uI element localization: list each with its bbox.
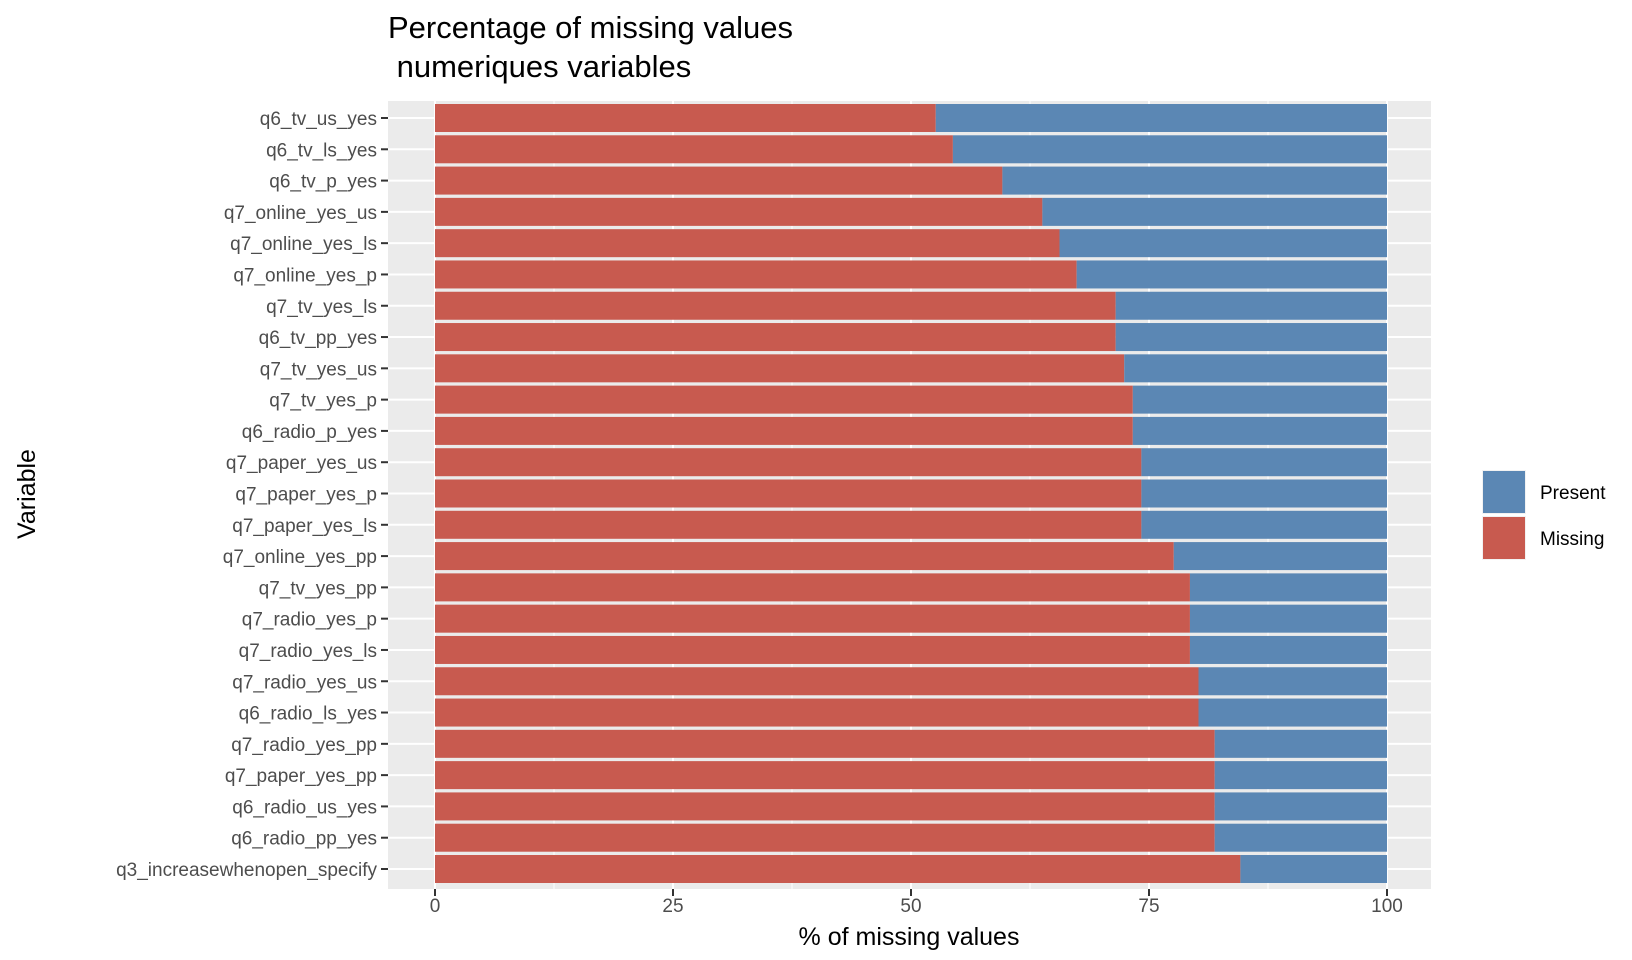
bar-present-q6_radio_pp_yes bbox=[1214, 823, 1387, 852]
y-tick-label: q7_tv_yes_pp bbox=[259, 578, 377, 599]
bar-present-q7_online_yes_pp bbox=[1173, 542, 1387, 571]
y-tick-label: q7_paper_yes_ls bbox=[232, 516, 377, 537]
y-tick-label: q7_tv_yes_p bbox=[269, 391, 377, 412]
bar-missing-q6_radio_p_yes bbox=[435, 416, 1133, 445]
y-tick-label: q6_radio_ls_yes bbox=[239, 704, 377, 725]
x-axis: 0 25 50 75 100 bbox=[430, 889, 1403, 917]
y-tick-label: q7_online_yes_us bbox=[224, 203, 377, 224]
y-tick-label: q7_paper_yes_p bbox=[235, 485, 377, 506]
bar-missing-q6_tv_p_yes bbox=[435, 166, 1003, 195]
bars bbox=[435, 104, 1387, 883]
x-axis-title: % of missing values bbox=[799, 923, 1020, 951]
bar-present-q7_tv_yes_ls bbox=[1115, 291, 1387, 320]
y-tick-label: q7_online_yes_pp bbox=[223, 547, 377, 568]
bar-present-q7_tv_yes_pp bbox=[1189, 573, 1387, 602]
y-tick-label: q6_tv_ls_yes bbox=[266, 140, 377, 161]
bar-missing-q3_increasewhenopen_specify bbox=[435, 855, 1241, 883]
bar-present-q7_tv_yes_p bbox=[1132, 385, 1387, 414]
bar-missing-q7_paper_yes_us bbox=[435, 448, 1142, 477]
x-tick-label: 100 bbox=[1371, 896, 1403, 917]
y-tick-label: q7_online_yes_ls bbox=[230, 234, 377, 255]
x-tick-label: 0 bbox=[430, 896, 441, 917]
bar-missing-q7_radio_yes_us bbox=[435, 667, 1199, 696]
y-tick-label: q7_tv_yes_ls bbox=[266, 297, 377, 318]
y-tick-label: q6_tv_p_yes bbox=[269, 172, 377, 193]
y-tick-label: q6_tv_us_yes bbox=[260, 109, 377, 130]
legend: Present Missing bbox=[1482, 470, 1606, 560]
legend-label-present: Present bbox=[1540, 483, 1606, 504]
y-axis: q6_tv_us_yes q6_tv_ls_yes q6_tv_p_yes q7_on… bbox=[116, 109, 388, 881]
bar-missing-q7_tv_yes_p bbox=[435, 385, 1133, 414]
legend-key-missing bbox=[1483, 517, 1525, 559]
bar-missing-q6_tv_ls_yes bbox=[435, 135, 953, 164]
bar-missing-q7_radio_yes_ls bbox=[435, 635, 1190, 664]
bar-present-q7_paper_yes_us bbox=[1141, 448, 1387, 477]
bar-missing-q7_paper_yes_ls bbox=[435, 510, 1142, 539]
y-tick-label: q3_increasewhenopen_specify bbox=[116, 860, 377, 881]
bar-present-q7_tv_yes_us bbox=[1124, 354, 1387, 383]
bar-missing-q7_online_yes_p bbox=[435, 260, 1077, 289]
legend-label-missing: Missing bbox=[1540, 529, 1604, 550]
bar-missing-q6_tv_us_yes bbox=[435, 104, 936, 132]
bar-present-q7_online_yes_p bbox=[1076, 260, 1387, 289]
bar-missing-q6_radio_ls_yes bbox=[435, 698, 1199, 727]
bar-present-q6_tv_pp_yes bbox=[1115, 323, 1387, 352]
x-tick-label: 75 bbox=[1138, 896, 1159, 917]
bar-missing-q7_radio_yes_pp bbox=[435, 729, 1215, 758]
y-tick-label: q6_radio_p_yes bbox=[242, 422, 377, 443]
x-tick-label: 25 bbox=[662, 896, 683, 917]
bar-missing-q7_paper_yes_p bbox=[435, 479, 1142, 508]
y-tick-label: q7_paper_yes_us bbox=[226, 453, 377, 474]
bar-missing-q7_online_yes_pp bbox=[435, 542, 1174, 571]
bar-missing-q7_online_yes_us bbox=[435, 197, 1043, 226]
bar-missing-q6_radio_pp_yes bbox=[435, 823, 1215, 852]
bar-present-q7_radio_yes_us bbox=[1198, 667, 1387, 696]
bar-present-q7_radio_yes_pp bbox=[1214, 729, 1387, 758]
y-tick-label: q6_radio_pp_yes bbox=[231, 829, 377, 850]
x-tick-label: 50 bbox=[900, 896, 921, 917]
y-tick-label: q6_tv_pp_yes bbox=[259, 328, 377, 349]
bar-missing-q6_tv_pp_yes bbox=[435, 323, 1116, 352]
bar-present-q6_radio_us_yes bbox=[1214, 792, 1387, 821]
bar-present-q3_increasewhenopen_specify bbox=[1240, 855, 1387, 883]
y-tick-label: q7_paper_yes_pp bbox=[225, 766, 377, 787]
bar-present-q6_radio_p_yes bbox=[1132, 416, 1387, 445]
y-tick-label: q6_radio_us_yes bbox=[232, 797, 377, 818]
legend-key-present bbox=[1483, 471, 1525, 513]
bar-missing-q7_paper_yes_pp bbox=[435, 761, 1215, 790]
bar-present-q7_radio_yes_ls bbox=[1189, 635, 1387, 664]
bar-present-q7_radio_yes_p bbox=[1189, 604, 1387, 633]
bar-present-q6_radio_ls_yes bbox=[1198, 698, 1387, 727]
bar-missing-q7_tv_yes_pp bbox=[435, 573, 1190, 602]
bar-missing-q6_radio_us_yes bbox=[435, 792, 1215, 821]
y-tick-label: q7_tv_yes_us bbox=[260, 359, 377, 380]
bar-present-q6_tv_us_yes bbox=[935, 104, 1387, 132]
bar-missing-q7_tv_yes_ls bbox=[435, 291, 1116, 320]
chart-title-line-2: numeriques variables bbox=[388, 49, 691, 84]
bar-present-q7_paper_yes_pp bbox=[1214, 761, 1387, 790]
bar-present-q7_online_yes_ls bbox=[1059, 229, 1387, 258]
bar-present-q7_paper_yes_p bbox=[1141, 479, 1387, 508]
bar-missing-q7_tv_yes_us bbox=[435, 354, 1125, 383]
bar-present-q6_tv_p_yes bbox=[1002, 166, 1387, 195]
bar-missing-q7_online_yes_ls bbox=[435, 229, 1060, 258]
bar-present-q6_tv_ls_yes bbox=[952, 135, 1387, 164]
y-axis-title: Variable bbox=[13, 449, 41, 539]
y-tick-label: q7_radio_yes_pp bbox=[231, 735, 377, 756]
bar-present-q7_paper_yes_ls bbox=[1141, 510, 1387, 539]
bar-present-q7_online_yes_us bbox=[1042, 197, 1387, 226]
chart-title: Percentage of missing values numeriques … bbox=[388, 10, 793, 84]
y-tick-label: q7_online_yes_p bbox=[233, 265, 377, 286]
y-tick-label: q7_radio_yes_p bbox=[242, 610, 377, 631]
chart-title-line-1: Percentage of missing values bbox=[388, 10, 793, 45]
bar-missing-q7_radio_yes_p bbox=[435, 604, 1190, 633]
y-tick-label: q7_radio_yes_us bbox=[232, 672, 377, 693]
y-tick-label: q7_radio_yes_ls bbox=[239, 641, 377, 662]
